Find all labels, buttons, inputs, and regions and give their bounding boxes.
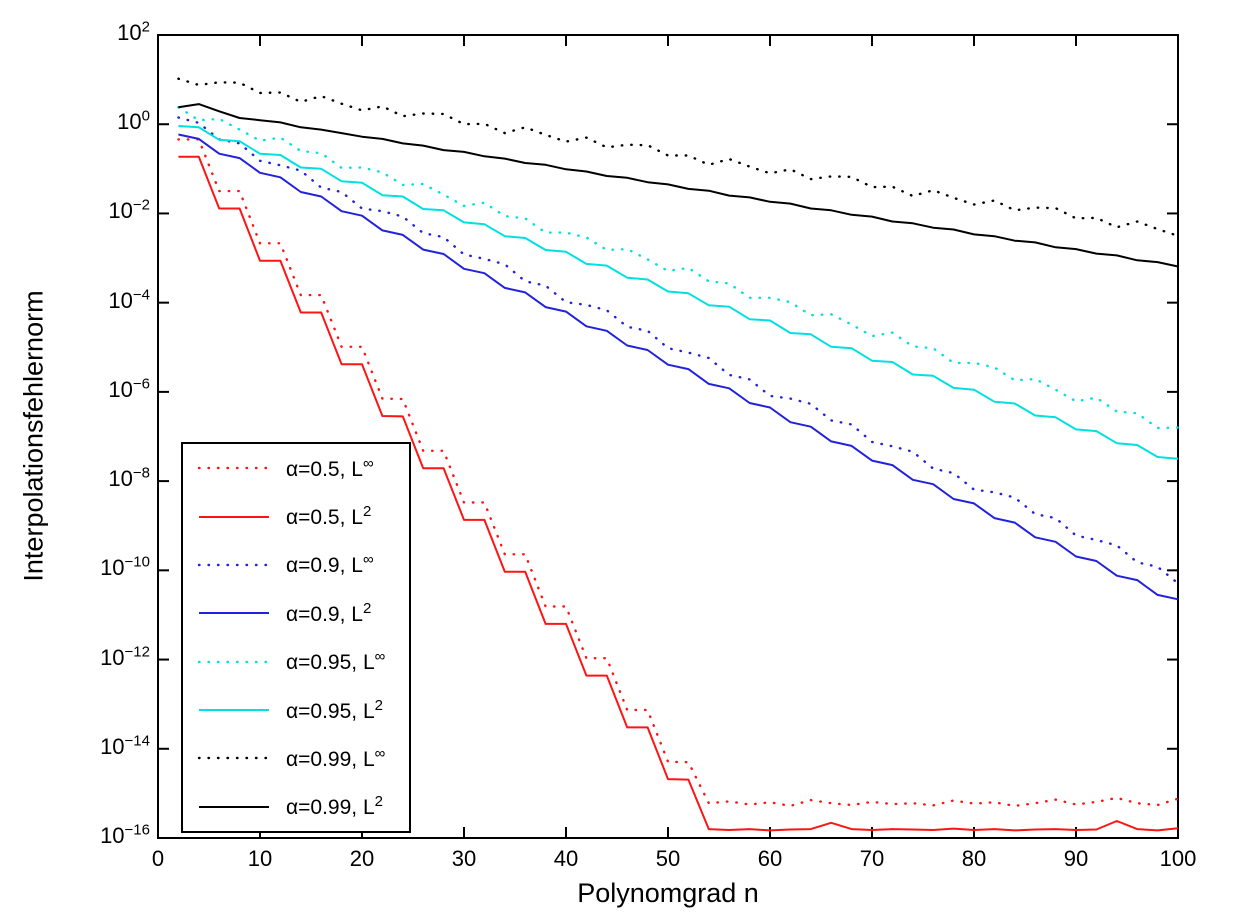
x-tick-label: 20	[349, 846, 375, 871]
y-tick-exponent: −2	[132, 197, 150, 215]
legend-label-superscript: 2	[362, 599, 372, 617]
x-tick-label: 40	[553, 846, 579, 871]
legend-sample-alpha095-linf	[197, 660, 271, 663]
legend-label-superscript: ∞	[374, 648, 386, 666]
legend-sample-alpha05-l2	[199, 515, 269, 518]
x-tick-label: 60	[757, 846, 783, 871]
legend-label-alpha099-linf: α=0.99, L∞	[286, 744, 386, 771]
legend-item-alpha095-l2: α=0.95, L2	[183, 686, 409, 734]
series-alpha095-linf-line	[177, 106, 1180, 430]
legend-sample-alpha09-l2	[199, 612, 269, 615]
legend-label-alpha05-linf: α=0.5, L∞	[286, 454, 374, 481]
legend-label-alpha09-linf: α=0.9, L∞	[286, 551, 374, 578]
y-tick-exponent: −6	[132, 375, 150, 393]
legend-label-superscript: 2	[374, 793, 383, 811]
legend-label-superscript: ∞	[374, 744, 386, 762]
y-tick-label: 10−2	[108, 197, 150, 224]
legend: α=0.5, L∞ α=0.5, L2 α=0.9, L∞ α=0.9, L2 α=0.…	[181, 442, 411, 833]
series-alpha095-l2-line	[178, 125, 1179, 460]
legend-label-superscript: 2	[362, 503, 372, 521]
y-tick-label: 10−12	[100, 643, 150, 670]
legend-label-alpha05-l2: α=0.5, L2	[286, 503, 372, 530]
legend-item-alpha05-l2: α=0.5, L2	[183, 492, 409, 540]
y-tick-label: 100	[117, 107, 150, 135]
series-alpha099-linf-line	[177, 77, 1180, 237]
x-axis-label: Polynomgrad n	[577, 878, 759, 908]
y-tick-exponent: −12	[124, 643, 150, 661]
legend-label-alpha095-linf: α=0.95, L∞	[286, 648, 386, 675]
legend-item-alpha05-linf: α=0.5, L∞	[183, 444, 409, 492]
legend-sample-alpha095-l2	[199, 709, 269, 712]
x-tick-label: 80	[961, 846, 987, 871]
legend-sample-alpha05-linf	[197, 466, 271, 470]
y-tick-exponent: 0	[141, 107, 150, 125]
x-tick-label: 10	[247, 846, 273, 871]
legend-item-alpha095-linf: α=0.95, L∞	[183, 638, 409, 686]
series-alpha09-l2-line	[178, 133, 1179, 601]
legend-item-alpha09-l2: α=0.9, L2	[183, 589, 409, 637]
legend-label-superscript: ∞	[362, 551, 374, 569]
x-tick-label: 100	[1159, 846, 1197, 871]
y-tick-label: 10−10	[100, 554, 150, 581]
x-tick-label: 50	[655, 846, 681, 871]
legend-label-alpha09-l2: α=0.9, L2	[286, 599, 372, 626]
legend-item-alpha099-l2: α=0.99, L2	[183, 783, 409, 831]
x-tick-label: 0	[151, 846, 165, 871]
y-tick-label: 10−8	[108, 464, 150, 492]
y-tick-exponent: −14	[124, 732, 150, 750]
legend-sample-alpha09-linf	[197, 563, 271, 567]
series-alpha09-linf-line	[177, 116, 1180, 585]
legend-item-alpha099-linf: α=0.99, L∞	[183, 734, 409, 782]
legend-item-alpha09-linf: α=0.9, L∞	[183, 541, 409, 589]
y-tick-exponent: −10	[124, 554, 150, 571]
y-axis-label: Interpolationsfehlernorm	[18, 290, 49, 582]
series-alpha05-l2-line	[178, 155, 1179, 832]
x-tick-label: 30	[451, 846, 477, 871]
legend-label-alpha099-l2: α=0.99, L2	[286, 793, 383, 820]
y-tick-exponent: −8	[132, 464, 150, 482]
legend-sample-alpha099-l2	[199, 805, 269, 808]
legend-label-superscript: 2	[374, 696, 383, 714]
series-alpha099-l2-line	[178, 103, 1179, 268]
y-tick-label: 102	[117, 18, 150, 45]
y-tick-label: 10−6	[108, 375, 150, 402]
legend-sample-alpha099-linf	[197, 757, 271, 760]
y-tick-exponent: −16	[124, 821, 150, 839]
x-tick-label: 90	[1063, 846, 1089, 871]
y-tick-exponent: 2	[141, 18, 150, 36]
y-tick-exponent: −4	[132, 286, 150, 304]
legend-label-alpha095-l2: α=0.95, L2	[286, 696, 383, 723]
y-tick-label: 10−4	[108, 286, 150, 313]
legend-label-superscript: ∞	[362, 454, 374, 472]
x-tick-label: 70	[859, 846, 885, 871]
y-tick-label: 10−16	[100, 821, 150, 848]
y-tick-label: 10−14	[100, 732, 150, 759]
